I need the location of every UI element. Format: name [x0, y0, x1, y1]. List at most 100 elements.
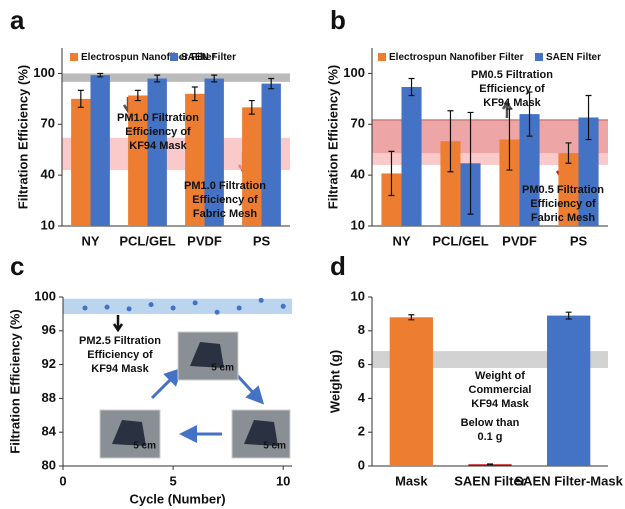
annotation: 0.1 g: [477, 431, 502, 443]
annotation: PM1.0 Filtration: [117, 112, 199, 124]
scale-label: 5 cm: [133, 441, 156, 452]
y-tick-label: 6: [358, 356, 365, 371]
bar: [547, 315, 591, 466]
arrows: [112, 97, 567, 443]
legend-label: SAEN Filter: [181, 52, 236, 63]
annotation: Commercial: [469, 384, 532, 396]
x-axis-label: Cycle (Number): [129, 491, 225, 506]
x-tick-label: PVDF: [502, 233, 537, 248]
data-point: [170, 305, 176, 311]
y-tick-label: 2: [358, 424, 365, 439]
annotation: PM2.5 Filtration: [79, 335, 161, 347]
x-tick-label: 5: [169, 473, 176, 488]
annotation: Efficiency of: [192, 194, 258, 206]
bar: [499, 139, 520, 226]
data-point: [126, 306, 132, 312]
y-axis-label: Filtration Efficiency (%): [15, 65, 30, 209]
y-tick-label: 4: [358, 390, 366, 405]
y-tick-label: 70: [351, 116, 365, 131]
annotation: KF94 Mask: [471, 398, 529, 410]
annotation: Efficiency of: [530, 198, 596, 210]
legend-label: Electrospun Nanofiber Filter: [81, 52, 216, 63]
x-tick-label: PVDF: [187, 233, 222, 248]
x-tick-label: 0: [59, 473, 66, 488]
annotation: Fabric Mesh: [193, 208, 257, 220]
y-tick-label: 88: [42, 390, 56, 405]
x-tick-label: Mask: [395, 473, 428, 488]
error-bar: [585, 94, 592, 141]
y-tick-label: 100: [33, 65, 55, 80]
annotation: KF94 Mask: [129, 140, 187, 152]
x-tick-label: PCL/GEL: [432, 233, 488, 248]
error-bar: [134, 89, 141, 102]
y-axis-label: Filtration Efficiency (%): [7, 309, 22, 453]
annotation: Efficiency of: [125, 126, 191, 138]
annotation: Weight of: [475, 370, 525, 382]
data-point: [280, 303, 286, 309]
bar: [381, 173, 402, 226]
panel-label: a: [10, 5, 25, 35]
x-tick-label: PS: [253, 233, 271, 248]
bar: [578, 117, 599, 226]
error-bar: [487, 463, 493, 466]
error-bar: [268, 77, 275, 90]
data-point: [236, 305, 242, 311]
annotation: Fabric Mesh: [531, 212, 595, 224]
x-tick-label: PS: [570, 233, 588, 248]
y-tick-label: 40: [351, 167, 365, 182]
error-bar: [447, 110, 454, 173]
y-tick-label: 100: [343, 65, 365, 80]
data-point: [258, 297, 264, 303]
error-bar: [565, 142, 572, 164]
x-tick-label: NY: [81, 233, 99, 248]
annotation: KF94 Mask: [91, 363, 149, 375]
photo-mask: [244, 420, 278, 446]
error-bar: [211, 74, 218, 83]
bar: [389, 317, 433, 466]
bar: [90, 75, 110, 226]
y-tick-label: 10: [351, 288, 365, 303]
legend-label: SAEN Filter: [546, 52, 601, 63]
reference-band: [63, 298, 292, 314]
legend-swatch: [378, 53, 386, 61]
error-bar: [248, 99, 255, 115]
reference-band: [62, 73, 290, 82]
y-tick-label: 10: [41, 217, 55, 232]
y-tick-label: 10: [351, 217, 365, 232]
y-tick-label: 0: [358, 457, 365, 472]
panel-label: b: [330, 5, 346, 35]
error-bar: [388, 150, 395, 197]
y-tick-label: 70: [41, 116, 55, 131]
error-bar: [526, 91, 533, 137]
error-bar: [467, 111, 474, 215]
x-tick-label: SAEN Filter: [454, 473, 526, 488]
panel-label: c: [10, 251, 24, 281]
y-tick-label: 92: [42, 356, 56, 371]
annotation: PM1.0 Filtration: [184, 180, 266, 192]
bar: [401, 86, 422, 226]
bar: [440, 141, 461, 226]
error-bar: [565, 311, 572, 320]
error-bar: [506, 108, 513, 171]
y-tick-label: 96: [42, 322, 56, 337]
legend-swatch: [170, 53, 178, 61]
x-tick-label: NY: [392, 233, 410, 248]
bar: [558, 153, 579, 226]
data-point: [148, 302, 154, 308]
y-axis-label: Weight (g): [327, 350, 342, 413]
panel-label: d: [330, 251, 346, 281]
error-bar: [77, 89, 84, 108]
annotation: Below than: [461, 417, 520, 429]
error-bar: [154, 74, 161, 83]
data-point: [104, 304, 110, 310]
scale-label: 5 cm: [263, 441, 286, 452]
error-bar: [97, 72, 104, 78]
y-tick-label: 40: [41, 167, 55, 182]
error-bar: [408, 314, 415, 321]
bar: [128, 95, 148, 226]
bar: [242, 107, 262, 226]
photo-mask: [112, 420, 146, 446]
data-point: [214, 309, 220, 315]
annotation: PM0.5 Filtration: [522, 184, 604, 196]
bar: [185, 93, 205, 227]
